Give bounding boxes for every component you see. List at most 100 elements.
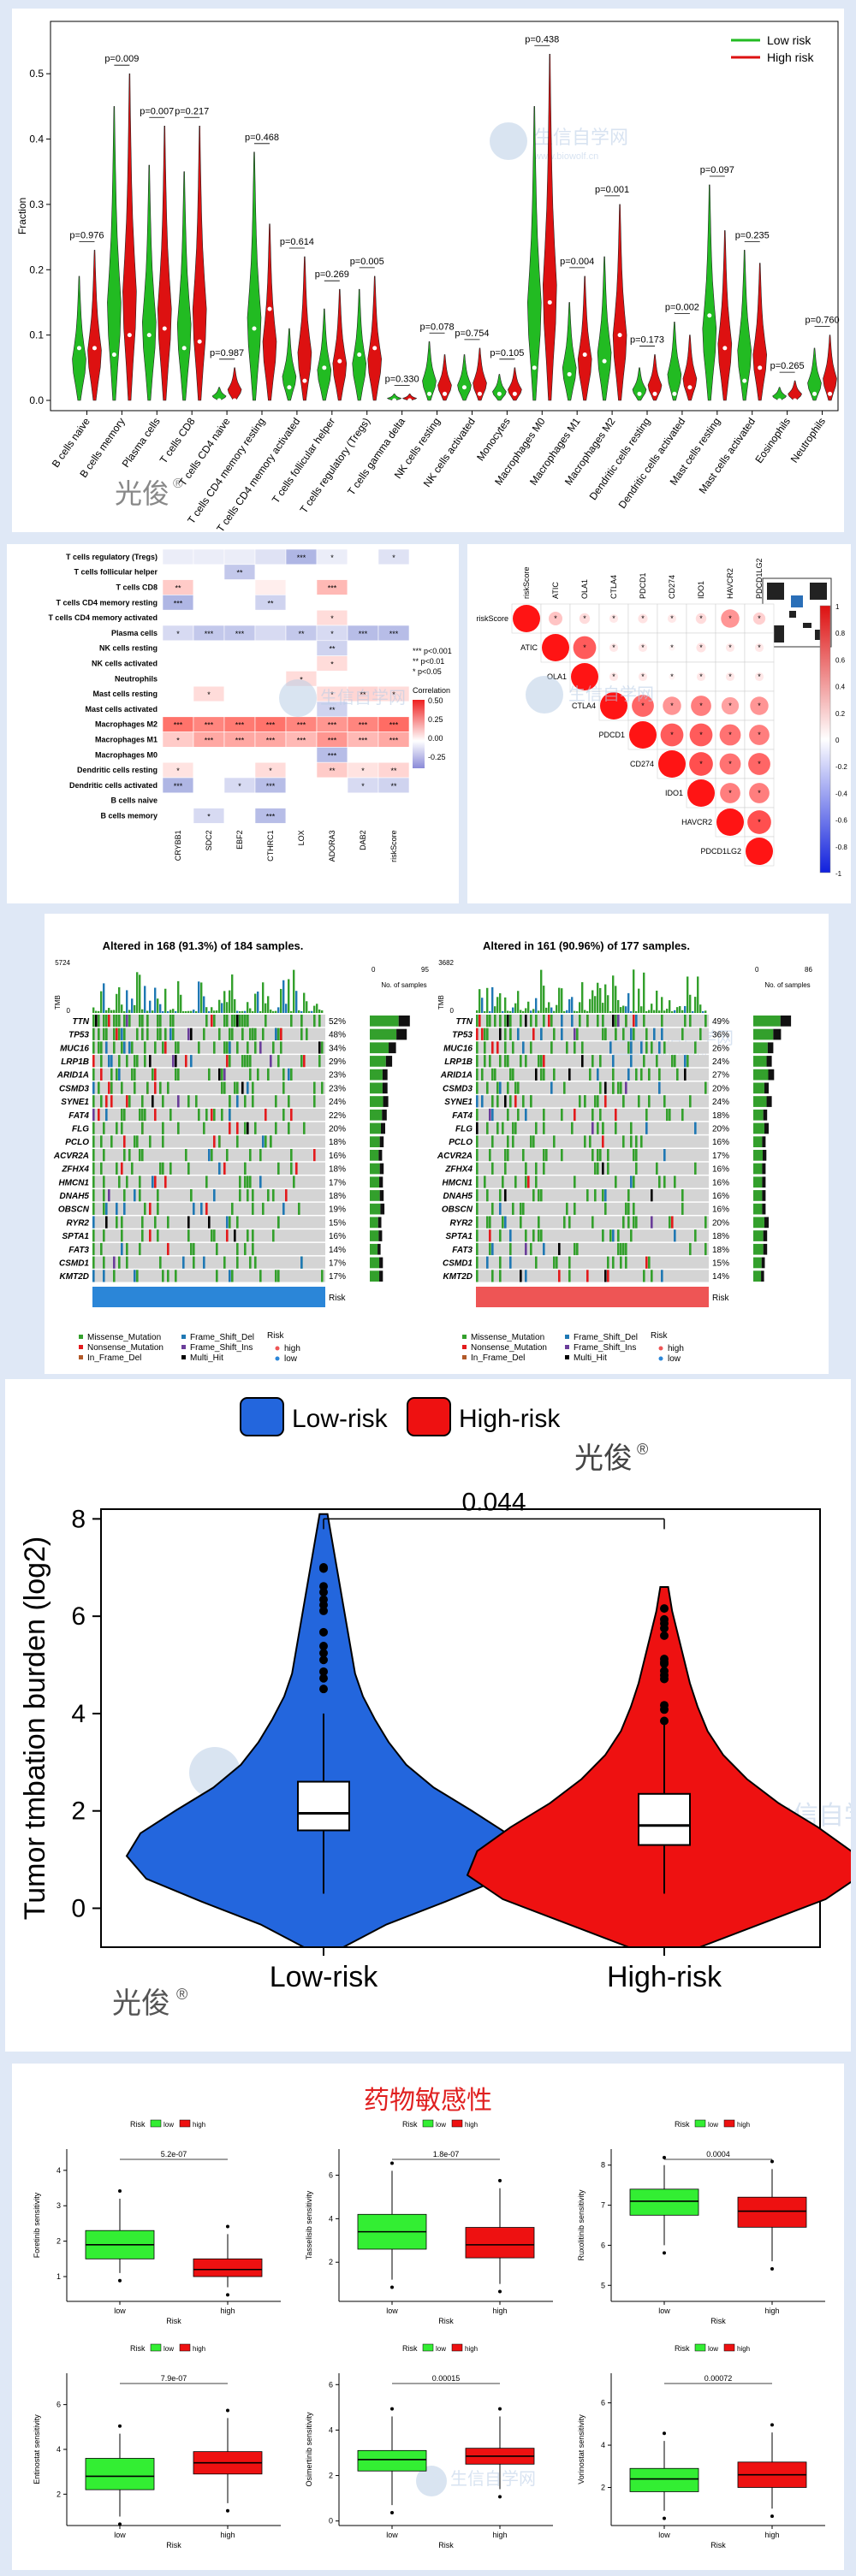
mutation-cell xyxy=(612,1256,615,1269)
count-bar-multi xyxy=(382,1082,388,1094)
mutation-cell xyxy=(123,1041,126,1054)
heat-cell xyxy=(316,595,348,611)
outlier-point xyxy=(319,1606,328,1615)
tmb-bar xyxy=(241,1010,244,1013)
mutation-cell xyxy=(671,1216,674,1229)
y-tick-label: 6 xyxy=(56,2401,61,2409)
mutation-cell xyxy=(540,1189,543,1202)
mutation-cell xyxy=(527,1175,530,1188)
significance-mark: * xyxy=(728,702,732,710)
oncoplot-title: Altered in 168 (91.3%) of 184 samples. xyxy=(103,939,304,952)
mutation-cell xyxy=(694,1162,697,1175)
gene-row-bg xyxy=(92,1242,325,1256)
gene-row-bg xyxy=(476,1242,709,1256)
mutation-cell xyxy=(622,1135,625,1148)
tmb-bar xyxy=(681,1010,684,1013)
outlier-point xyxy=(319,1655,328,1665)
significance-mark: * xyxy=(583,643,586,652)
y-tick-label: 2 xyxy=(329,2258,333,2266)
mutation-cell xyxy=(535,1122,538,1134)
median-point-high xyxy=(267,306,272,311)
box xyxy=(638,1792,691,1846)
mutation-cell xyxy=(270,1055,272,1068)
tmb-bar xyxy=(489,1010,491,1013)
heat-cell xyxy=(223,701,256,718)
percent-label: 48% xyxy=(329,1031,346,1040)
tmb-bar xyxy=(154,987,157,1013)
mutation-cell xyxy=(177,1068,180,1081)
gene-row-bg xyxy=(476,1068,709,1081)
legend-swatch-high xyxy=(179,2119,191,2128)
mutation-cell xyxy=(277,1270,280,1282)
mutation-cell xyxy=(491,1162,494,1175)
heat-cell xyxy=(223,792,256,808)
count-bar-multi xyxy=(378,1150,383,1161)
mutation-cell xyxy=(139,1175,141,1188)
heat-cell xyxy=(193,579,225,595)
mutation-cell xyxy=(321,1270,324,1282)
heat-cell xyxy=(377,595,410,611)
mutation-cell xyxy=(162,1270,164,1282)
count-bar-multi xyxy=(762,1163,766,1175)
tmb-bar xyxy=(123,1010,126,1013)
mutation-cell xyxy=(118,1175,121,1188)
mutation-cell xyxy=(602,1189,604,1202)
tmb-bar xyxy=(566,1010,568,1013)
mutation-cell xyxy=(597,1162,599,1175)
heat-cell xyxy=(285,761,318,779)
gene-label: ZFHX4 xyxy=(61,1165,89,1175)
mutation-cell xyxy=(633,1202,635,1215)
legend-swatch-low xyxy=(150,2343,162,2352)
y-tick-label: 6 xyxy=(601,2399,605,2407)
outlier-point xyxy=(770,2159,774,2164)
mutation-cell xyxy=(229,1216,231,1229)
mutation-cell xyxy=(236,1122,239,1134)
mutation-cell xyxy=(247,1189,249,1202)
pvalue-label: p=0.265 xyxy=(770,361,805,371)
mutation-cell xyxy=(651,1270,653,1282)
outlier-point xyxy=(319,1685,328,1694)
mutation-cell xyxy=(187,1095,190,1108)
tmb-bar xyxy=(633,969,635,1013)
mutation-cell xyxy=(499,1015,502,1027)
significance-mark: * xyxy=(300,675,303,684)
mutation-cell xyxy=(110,1055,113,1068)
mutation-cell xyxy=(167,1270,169,1282)
mutation-cell xyxy=(568,1256,571,1269)
mutation-cell xyxy=(190,1027,193,1040)
mutation-legend-label: In_Frame_Del xyxy=(87,1353,141,1363)
mutation-cell xyxy=(141,1027,144,1040)
mutation-cell xyxy=(604,1081,607,1094)
tmb-bar xyxy=(556,1004,558,1013)
mutation-cell xyxy=(282,1108,285,1122)
mutation-cell xyxy=(92,1068,95,1081)
mutation-cell xyxy=(247,1175,249,1188)
significance-mark: * xyxy=(699,672,703,681)
pvalue-label: p=0.760 xyxy=(805,316,840,326)
row-label: T cells CD8 xyxy=(116,583,158,592)
mutation-cell xyxy=(300,1256,303,1269)
tmb-bar xyxy=(198,981,200,1013)
mutation-cell xyxy=(280,1027,282,1040)
mutation-cell xyxy=(262,1027,265,1040)
tmb-bar xyxy=(282,980,285,1013)
mutation-cell xyxy=(141,1216,144,1229)
heat-cell xyxy=(377,579,410,595)
mutation-cell xyxy=(116,1027,118,1040)
count-bar xyxy=(370,1257,380,1269)
colorbar-label: -0.2 xyxy=(835,763,847,771)
heat-cell xyxy=(347,671,379,687)
median-point-high xyxy=(407,398,413,403)
mutation-cell xyxy=(123,1027,126,1040)
heat-cell xyxy=(316,671,348,687)
mutation-cell xyxy=(175,1041,177,1054)
y-tick-label: 2 xyxy=(56,2237,61,2246)
mutation-cell xyxy=(491,1270,494,1282)
mutation-cell xyxy=(211,1149,213,1162)
heat-cell xyxy=(223,548,256,566)
mutation-cell xyxy=(496,1095,499,1108)
count-bar-multi xyxy=(377,1243,381,1255)
mutation-cell xyxy=(589,1068,591,1081)
pvalue-label: p=0.438 xyxy=(525,34,559,44)
mutation-cell xyxy=(602,1122,604,1134)
